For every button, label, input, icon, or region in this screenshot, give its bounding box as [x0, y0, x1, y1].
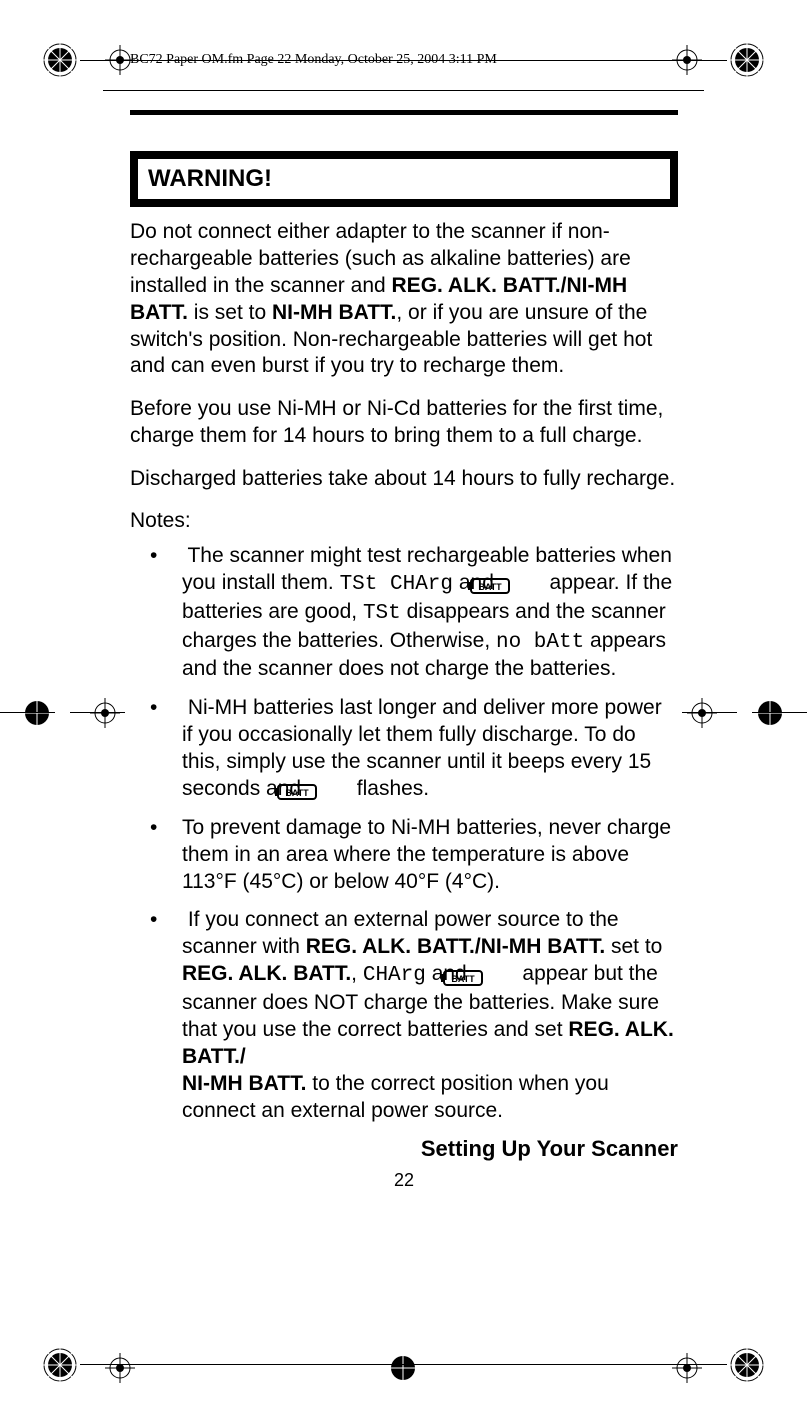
batt-icon: BATT	[500, 575, 544, 591]
target-mark	[105, 1353, 135, 1383]
text: ,	[351, 962, 363, 985]
text-mono: no bAtt	[496, 631, 584, 654]
paragraph: Before you use Ni-MH or Ni-Cd batteries …	[130, 396, 678, 450]
section-rule	[130, 110, 678, 115]
svg-text:BATT: BATT	[478, 582, 502, 592]
text-bold: REG. ALK. BATT./NI-MH BATT.	[306, 935, 605, 958]
notes-label: Notes:	[130, 509, 678, 533]
crop-mark-tr	[727, 40, 767, 80]
crop-mark-br	[727, 1345, 767, 1385]
text: is set to	[188, 301, 272, 324]
reg-mark-right	[755, 698, 785, 728]
crop-mark-tl	[40, 40, 80, 80]
list-item: The scanner might test rechargeable batt…	[130, 543, 678, 683]
batt-icon: BATT	[473, 967, 517, 983]
target-mark	[672, 1353, 702, 1383]
running-head: BC72 Paper OM.fm Page 22 Monday, October…	[130, 52, 497, 68]
warning-title: WARNING!	[138, 159, 670, 199]
warning-paragraph: Do not connect either adapter to the sca…	[130, 219, 678, 380]
text-bold: NI-MH BATT.	[182, 1072, 306, 1095]
target-mark	[687, 698, 717, 728]
crop-line	[682, 712, 737, 713]
crop-line	[70, 712, 125, 713]
paragraph: Discharged batteries take about 14 hours…	[130, 466, 678, 493]
page-content: WARNING! Do not connect either adapter t…	[130, 110, 678, 1191]
text-bold: REG. ALK. BATT.	[182, 962, 351, 985]
crop-mark-bl	[40, 1345, 80, 1385]
text: set to	[605, 935, 662, 958]
svg-text:BATT: BATT	[285, 788, 309, 798]
batt-icon: BATT	[307, 781, 351, 797]
text-mono: CHArg	[363, 964, 426, 987]
crop-line	[752, 712, 807, 713]
svg-text:BATT: BATT	[451, 974, 475, 984]
text-bold: NI-MH BATT.	[272, 301, 396, 324]
text-mono: TSt	[363, 602, 401, 625]
crop-line	[0, 712, 55, 713]
reg-mark-left	[22, 698, 52, 728]
section-title: Setting Up Your Scanner	[130, 1136, 678, 1162]
target-mark	[90, 698, 120, 728]
reg-mark-bottom	[388, 1353, 418, 1383]
notes-list: The scanner might test rechargeable batt…	[130, 543, 678, 1125]
text: flashes.	[351, 777, 429, 800]
page-number: 22	[130, 1170, 678, 1191]
list-item: Ni-MH batteries last longer and deliver …	[130, 695, 678, 803]
header-rule	[103, 90, 704, 91]
list-item: If you connect an external power source …	[130, 907, 678, 1124]
text-mono: TSt CHArg	[340, 573, 453, 596]
warning-box: WARNING!	[130, 151, 678, 207]
list-item: To prevent damage to Ni-MH batteries, ne…	[130, 815, 678, 896]
crop-line	[80, 1364, 727, 1365]
